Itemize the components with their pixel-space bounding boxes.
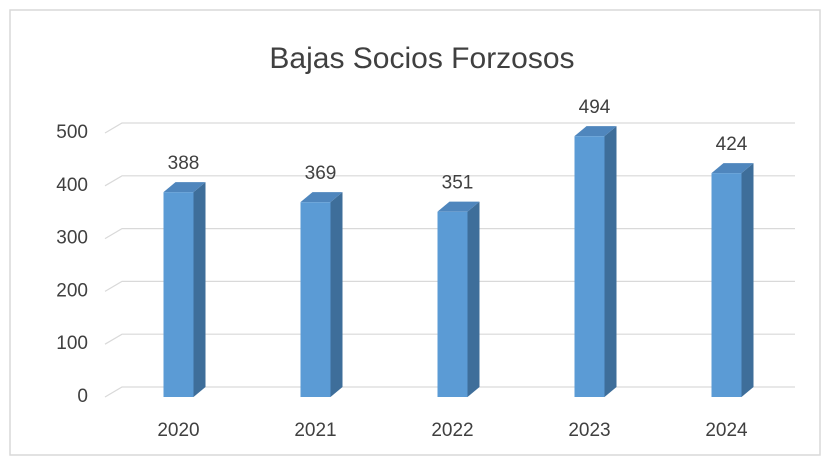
y-tick-label: 500	[56, 122, 88, 143]
bar	[437, 201, 480, 397]
data-label: 424	[716, 134, 748, 155]
bar-front	[437, 211, 468, 397]
y-tick-label: 100	[56, 333, 88, 354]
bar-side	[741, 163, 754, 397]
data-label: 494	[579, 97, 611, 118]
y-tick-label: 0	[77, 386, 88, 407]
bar-front	[300, 202, 331, 397]
bar-side	[604, 126, 617, 397]
grid-line	[104, 280, 795, 292]
data-label: 369	[305, 163, 337, 184]
grid-line	[104, 122, 795, 134]
bar-top	[300, 192, 343, 203]
bar-side	[193, 182, 206, 397]
x-tick-label: 2021	[294, 420, 336, 441]
bar-side	[467, 201, 480, 397]
bar	[574, 126, 617, 397]
y-tick-label: 200	[56, 280, 88, 301]
grid-line	[104, 228, 795, 240]
x-tick-label: 2022	[431, 420, 473, 441]
grid-line	[104, 386, 795, 398]
chart-border	[9, 9, 821, 456]
x-tick-label: 2024	[705, 420, 748, 441]
bar-top	[574, 126, 617, 137]
bar-front	[163, 192, 194, 397]
bar-top	[711, 163, 754, 174]
bar	[163, 182, 206, 397]
data-label: 351	[442, 173, 474, 194]
x-tick-label: 2020	[157, 420, 199, 441]
grid-line	[104, 333, 795, 345]
bar-top	[437, 201, 480, 212]
chart-title: Bajas Socios Forzosos	[269, 42, 574, 75]
y-tick-label: 300	[56, 228, 88, 249]
data-label: 388	[168, 153, 200, 174]
bar	[711, 163, 754, 397]
y-tick-label: 400	[56, 175, 88, 196]
bar-front	[711, 173, 742, 397]
bar-side	[330, 192, 343, 397]
grid-line	[104, 175, 795, 187]
x-tick-label: 2023	[568, 420, 610, 441]
bar-front	[574, 136, 605, 397]
bar	[300, 192, 343, 397]
bar-top	[163, 182, 206, 193]
